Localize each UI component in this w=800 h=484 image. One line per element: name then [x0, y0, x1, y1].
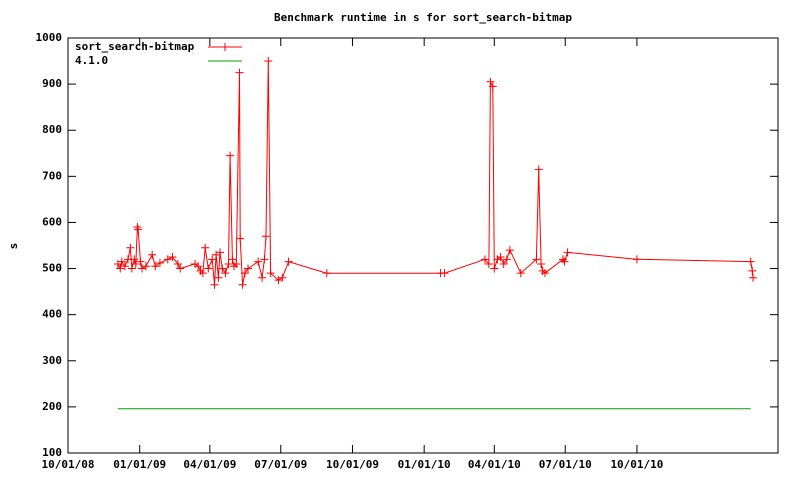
point-marker	[488, 82, 497, 91]
x-tick-label: 07/01/09	[254, 458, 307, 471]
point-marker	[141, 262, 150, 271]
point-marker	[232, 259, 241, 268]
point-marker	[221, 269, 230, 278]
point-marker	[116, 264, 125, 273]
point-marker	[127, 264, 136, 273]
series-line	[117, 61, 754, 285]
point-marker	[540, 269, 549, 278]
point-marker	[532, 255, 541, 264]
point-marker	[440, 269, 449, 278]
chart-title: Benchmark runtime in s for sort_search-b…	[274, 11, 572, 24]
point-marker	[136, 257, 145, 266]
y-tick-label: 500	[42, 262, 62, 275]
point-marker	[537, 259, 546, 268]
point-marker	[266, 269, 275, 278]
x-tick-label: 01/01/10	[398, 458, 451, 471]
point-marker	[226, 151, 235, 160]
point-marker	[210, 280, 219, 289]
point-marker	[240, 269, 249, 278]
point-marker	[322, 269, 331, 278]
point-marker	[131, 259, 140, 268]
point-marker	[516, 269, 525, 278]
point-marker	[228, 255, 237, 264]
y-tick-label: 600	[42, 215, 62, 228]
point-marker	[238, 280, 247, 289]
point-marker	[198, 269, 207, 278]
point-marker	[168, 253, 177, 262]
point-marker	[215, 248, 224, 257]
point-marker	[134, 225, 143, 234]
point-marker	[201, 243, 210, 252]
x-tick-label: 07/01/10	[539, 458, 592, 471]
legend-label: 4.1.0	[75, 54, 108, 67]
point-marker	[486, 77, 495, 86]
point-marker	[254, 257, 263, 266]
point-marker	[151, 262, 160, 271]
point-marker	[163, 255, 172, 264]
point-marker	[148, 250, 157, 259]
y-axis-label: s	[7, 243, 20, 250]
point-marker	[534, 165, 543, 174]
x-tick-label: 04/01/10	[468, 458, 521, 471]
point-marker	[505, 246, 514, 255]
point-marker	[130, 255, 139, 264]
x-tick-label: 10/01/08	[42, 458, 95, 471]
point-marker	[496, 253, 505, 262]
point-marker	[748, 266, 757, 275]
legend-label: sort_search-bitmap	[75, 40, 195, 53]
legend-marker	[221, 43, 229, 51]
y-tick-label: 900	[42, 77, 62, 90]
point-marker	[484, 259, 493, 268]
x-tick-label: 04/01/09	[183, 458, 236, 471]
point-marker	[746, 257, 755, 266]
point-marker	[563, 248, 572, 257]
point-marker	[120, 262, 129, 271]
point-marker	[204, 264, 213, 273]
point-marker	[560, 257, 569, 266]
point-marker	[214, 273, 223, 282]
point-marker	[176, 264, 185, 273]
y-tick-label: 100	[42, 446, 62, 459]
point-marker	[499, 259, 508, 268]
point-marker	[749, 273, 758, 282]
y-tick-label: 400	[42, 308, 62, 321]
y-tick-label: 300	[42, 354, 62, 367]
point-marker	[155, 259, 164, 268]
point-marker	[264, 57, 273, 66]
point-marker	[284, 257, 293, 266]
point-marker	[194, 262, 203, 271]
point-marker	[208, 255, 217, 264]
y-tick-label: 800	[42, 123, 62, 136]
y-tick-label: 1000	[36, 31, 63, 44]
point-marker	[260, 255, 269, 264]
point-marker	[126, 243, 135, 252]
x-tick-label: 10/01/10	[610, 458, 663, 471]
y-tick-label: 200	[42, 400, 62, 413]
point-marker	[258, 273, 267, 282]
x-tick-label: 10/01/09	[326, 458, 379, 471]
point-marker	[480, 255, 489, 264]
point-marker	[490, 264, 499, 273]
point-marker	[218, 264, 227, 273]
point-marker	[224, 259, 233, 268]
point-marker	[261, 232, 270, 241]
plot-border	[67, 37, 779, 454]
point-marker	[278, 273, 287, 282]
point-marker	[632, 255, 641, 264]
point-marker	[173, 259, 182, 268]
point-marker	[235, 68, 244, 77]
point-marker	[244, 264, 253, 273]
point-marker	[117, 257, 126, 266]
point-marker	[236, 234, 245, 243]
point-marker	[502, 255, 511, 264]
y-tick-label: 700	[42, 169, 62, 182]
x-tick-label: 01/01/09	[113, 458, 166, 471]
